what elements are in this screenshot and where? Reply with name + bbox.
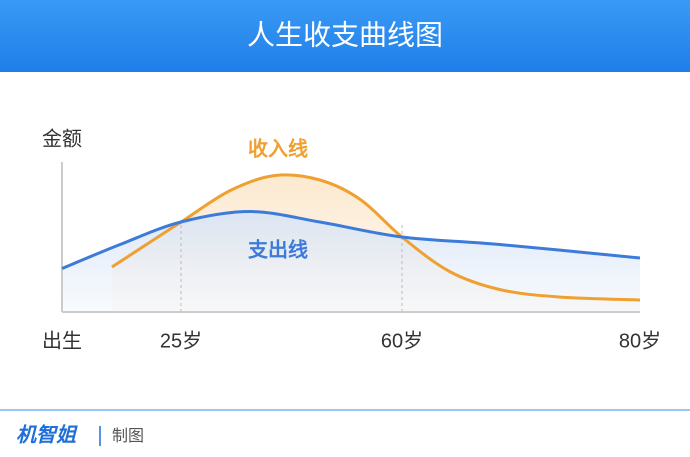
chart-title: 人生收支曲线图 xyxy=(247,19,443,50)
x-tick-label: 60岁 xyxy=(381,329,423,352)
footer-brand: 机智姐 xyxy=(16,423,78,446)
x-tick-label: 25岁 xyxy=(160,329,202,352)
series-area xyxy=(62,211,640,312)
footer-note: 制图 xyxy=(112,427,144,445)
series-label: 收入线 xyxy=(248,136,308,160)
series-line xyxy=(61,209,641,270)
series-line xyxy=(111,173,641,302)
y-axis-label: 金额 xyxy=(42,127,82,150)
x-tick-label: 出生 xyxy=(42,329,82,352)
header-bar xyxy=(0,0,690,72)
x-tick-label: 80岁 xyxy=(619,329,661,352)
series-label: 支出线 xyxy=(248,237,308,261)
